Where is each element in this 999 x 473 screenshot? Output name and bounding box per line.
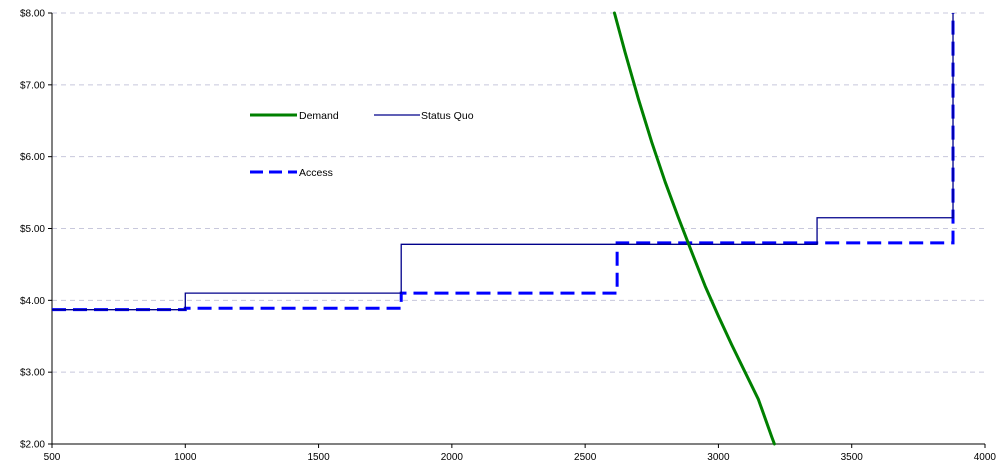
x-tick-label: 1000 [174,452,197,463]
gridlines [52,12,985,373]
x-tick-label: 2000 [441,452,464,463]
y-tick-label: $8.00 [20,9,45,20]
legend-label-demand: Demand [299,110,339,122]
series-line-demand [612,11,776,446]
axes: $2.00 $3.00 $4.00 $5.00 $6.00 $7.00 $8.00 500 10… [20,9,996,464]
plot-series [52,11,955,446]
x-tick-label: 1500 [307,452,330,463]
x-tick-label: 4000 [974,452,997,463]
series-line-access [52,13,955,312]
x-tick-label: 3500 [841,452,864,463]
x-tick-label: 500 [44,452,61,463]
series-line-status-quo [52,13,954,311]
legend-label-status-quo: Status Quo [421,110,474,122]
legend-label-access: Access [299,167,333,179]
legend: Demand Status Quo Access [250,110,474,179]
y-tick-label: $5.00 [20,224,45,235]
y-tick-label: $6.00 [20,152,45,163]
x-tick-label: 3000 [707,452,730,463]
y-tick-label: $7.00 [20,80,45,91]
y-tick-label: $4.00 [20,296,45,307]
y-tick-label: $3.00 [20,368,45,379]
y-tick-label: $2.00 [20,440,45,451]
x-tick-label: 2500 [574,452,597,463]
